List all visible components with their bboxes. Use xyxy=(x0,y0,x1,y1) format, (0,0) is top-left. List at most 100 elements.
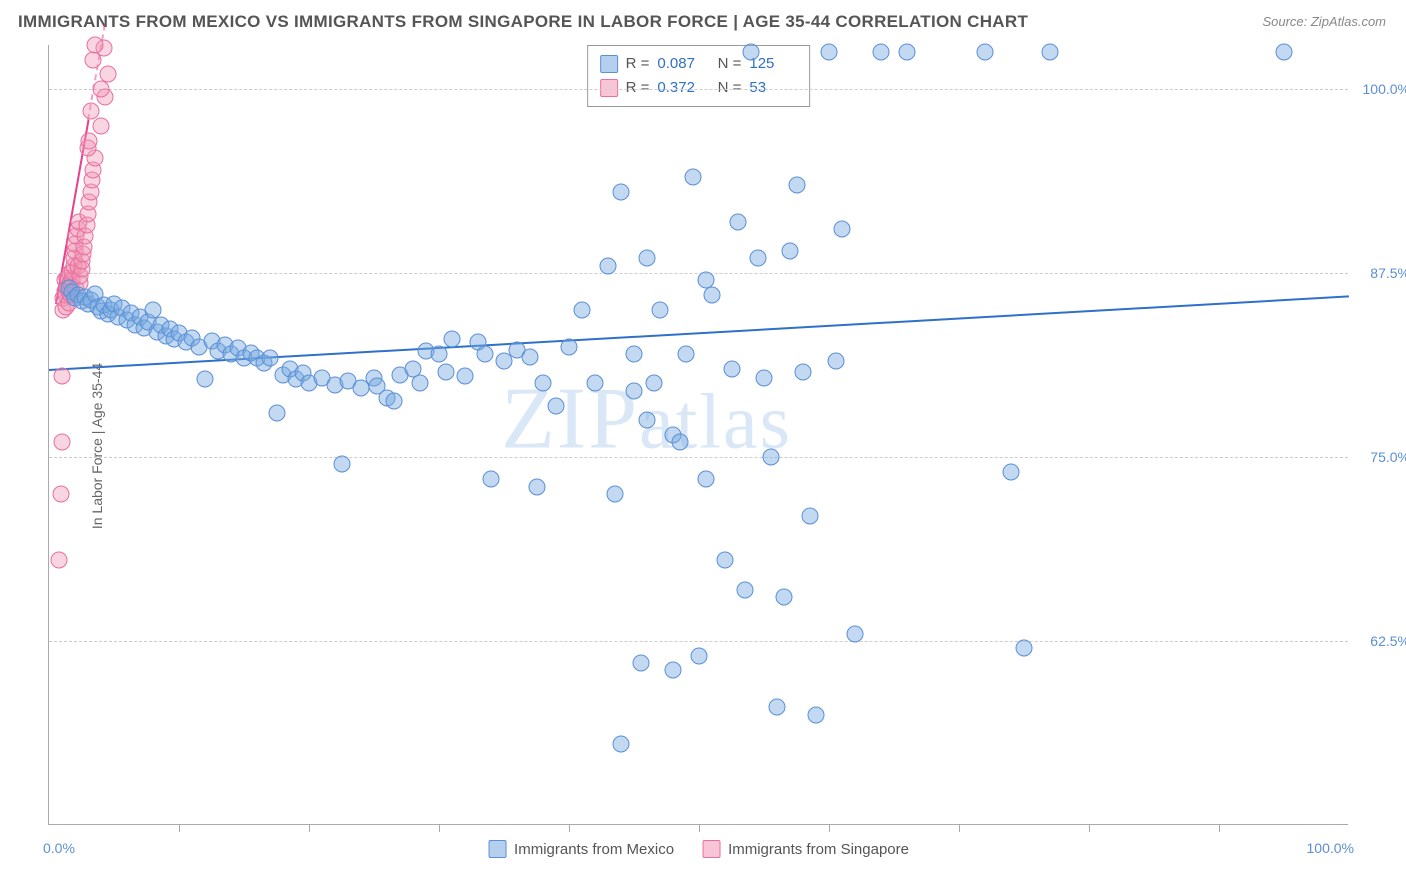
data-point-mexico xyxy=(1003,463,1020,480)
data-point-mexico xyxy=(730,213,747,230)
stat-r-singapore: 0.372 xyxy=(657,76,705,100)
data-point-mexico xyxy=(333,456,350,473)
correlation-stats-box: R = 0.087 N = 125 R = 0.372 N = 53 xyxy=(587,45,811,107)
x-tick xyxy=(1219,824,1220,832)
data-point-mexico xyxy=(788,176,805,193)
data-point-mexico xyxy=(587,375,604,392)
data-point-mexico xyxy=(717,552,734,569)
stats-row-singapore: R = 0.372 N = 53 xyxy=(600,76,798,100)
data-point-mexico xyxy=(268,404,285,421)
data-point-mexico xyxy=(522,349,539,366)
data-point-mexico xyxy=(1016,640,1033,657)
x-tick xyxy=(699,824,700,832)
x-axis-min-label: 0.0% xyxy=(43,840,75,856)
data-point-mexico xyxy=(756,369,773,386)
data-point-mexico xyxy=(535,375,552,392)
data-point-mexico xyxy=(762,449,779,466)
data-point-mexico xyxy=(847,625,864,642)
data-point-mexico xyxy=(561,338,578,355)
data-point-mexico xyxy=(548,397,565,414)
data-point-mexico xyxy=(691,647,708,664)
data-point-mexico xyxy=(873,44,890,61)
data-point-mexico xyxy=(749,250,766,267)
data-point-mexico xyxy=(385,393,402,410)
data-point-singapore xyxy=(51,552,68,569)
data-point-mexico xyxy=(769,699,786,716)
chart-title: IMMIGRANTS FROM MEXICO VS IMMIGRANTS FRO… xyxy=(18,12,1028,32)
x-tick xyxy=(309,824,310,832)
data-point-mexico xyxy=(782,243,799,260)
data-point-mexico xyxy=(606,485,623,502)
stat-r-label: R = xyxy=(626,76,650,100)
source-attribution: Source: ZipAtlas.com xyxy=(1262,14,1386,29)
data-point-mexico xyxy=(697,272,714,289)
data-point-mexico xyxy=(678,346,695,363)
data-point-mexico xyxy=(743,44,760,61)
data-point-singapore xyxy=(93,81,110,98)
data-point-mexico xyxy=(437,363,454,380)
data-point-singapore xyxy=(86,37,103,54)
data-point-mexico xyxy=(639,250,656,267)
stats-row-mexico: R = 0.087 N = 125 xyxy=(600,52,798,76)
data-point-singapore xyxy=(82,103,99,120)
data-point-mexico xyxy=(626,346,643,363)
data-point-singapore xyxy=(54,368,71,385)
data-point-mexico xyxy=(671,434,688,451)
stat-n-singapore: 53 xyxy=(749,76,797,100)
data-point-mexico xyxy=(613,184,630,201)
swatch-pink-icon xyxy=(702,840,720,858)
stat-r-label: R = xyxy=(626,52,650,76)
data-point-mexico xyxy=(1042,44,1059,61)
data-point-mexico xyxy=(736,581,753,598)
stat-n-label: N = xyxy=(713,76,741,100)
data-point-singapore xyxy=(81,132,98,149)
x-tick xyxy=(569,824,570,832)
data-point-mexico xyxy=(645,375,662,392)
legend-item-singapore: Immigrants from Singapore xyxy=(702,840,909,858)
data-point-mexico xyxy=(899,44,916,61)
y-tick-label: 75.0% xyxy=(1352,449,1406,465)
gridline xyxy=(49,641,1348,642)
x-tick xyxy=(1089,824,1090,832)
data-point-mexico xyxy=(574,301,591,318)
swatch-blue-icon xyxy=(600,55,618,73)
data-point-mexico xyxy=(1276,44,1293,61)
legend-label-singapore: Immigrants from Singapore xyxy=(728,841,909,858)
swatch-blue-icon xyxy=(488,840,506,858)
gridline xyxy=(49,457,1348,458)
data-point-mexico xyxy=(411,375,428,392)
data-point-mexico xyxy=(600,257,617,274)
stat-r-mexico: 0.087 xyxy=(657,52,705,76)
data-point-mexico xyxy=(476,346,493,363)
data-point-mexico xyxy=(977,44,994,61)
data-point-mexico xyxy=(528,478,545,495)
x-axis-max-label: 100.0% xyxy=(1307,840,1354,856)
data-point-mexico xyxy=(684,169,701,186)
data-point-mexico xyxy=(457,368,474,385)
gridline xyxy=(49,89,1348,90)
data-point-mexico xyxy=(639,412,656,429)
y-tick-label: 87.5% xyxy=(1352,265,1406,281)
data-point-singapore xyxy=(52,485,69,502)
data-point-mexico xyxy=(632,655,649,672)
data-point-mexico xyxy=(801,507,818,524)
data-point-singapore xyxy=(93,117,110,134)
data-point-singapore xyxy=(54,434,71,451)
data-point-mexico xyxy=(262,350,279,367)
scatter-plot-area: ZIPatlas R = 0.087 N = 125 R = 0.372 N =… xyxy=(48,45,1348,825)
data-point-mexico xyxy=(444,331,461,348)
data-point-mexico xyxy=(665,662,682,679)
y-tick-label: 100.0% xyxy=(1352,81,1406,97)
data-point-mexico xyxy=(197,371,214,388)
data-point-mexico xyxy=(626,382,643,399)
data-point-mexico xyxy=(834,220,851,237)
data-point-mexico xyxy=(827,353,844,370)
data-point-mexico xyxy=(821,44,838,61)
data-point-mexico xyxy=(808,706,825,723)
swatch-pink-icon xyxy=(600,79,618,97)
legend-item-mexico: Immigrants from Mexico xyxy=(488,840,674,858)
stat-n-label: N = xyxy=(713,52,741,76)
data-point-mexico xyxy=(697,471,714,488)
data-point-mexico xyxy=(652,301,669,318)
x-tick xyxy=(959,824,960,832)
